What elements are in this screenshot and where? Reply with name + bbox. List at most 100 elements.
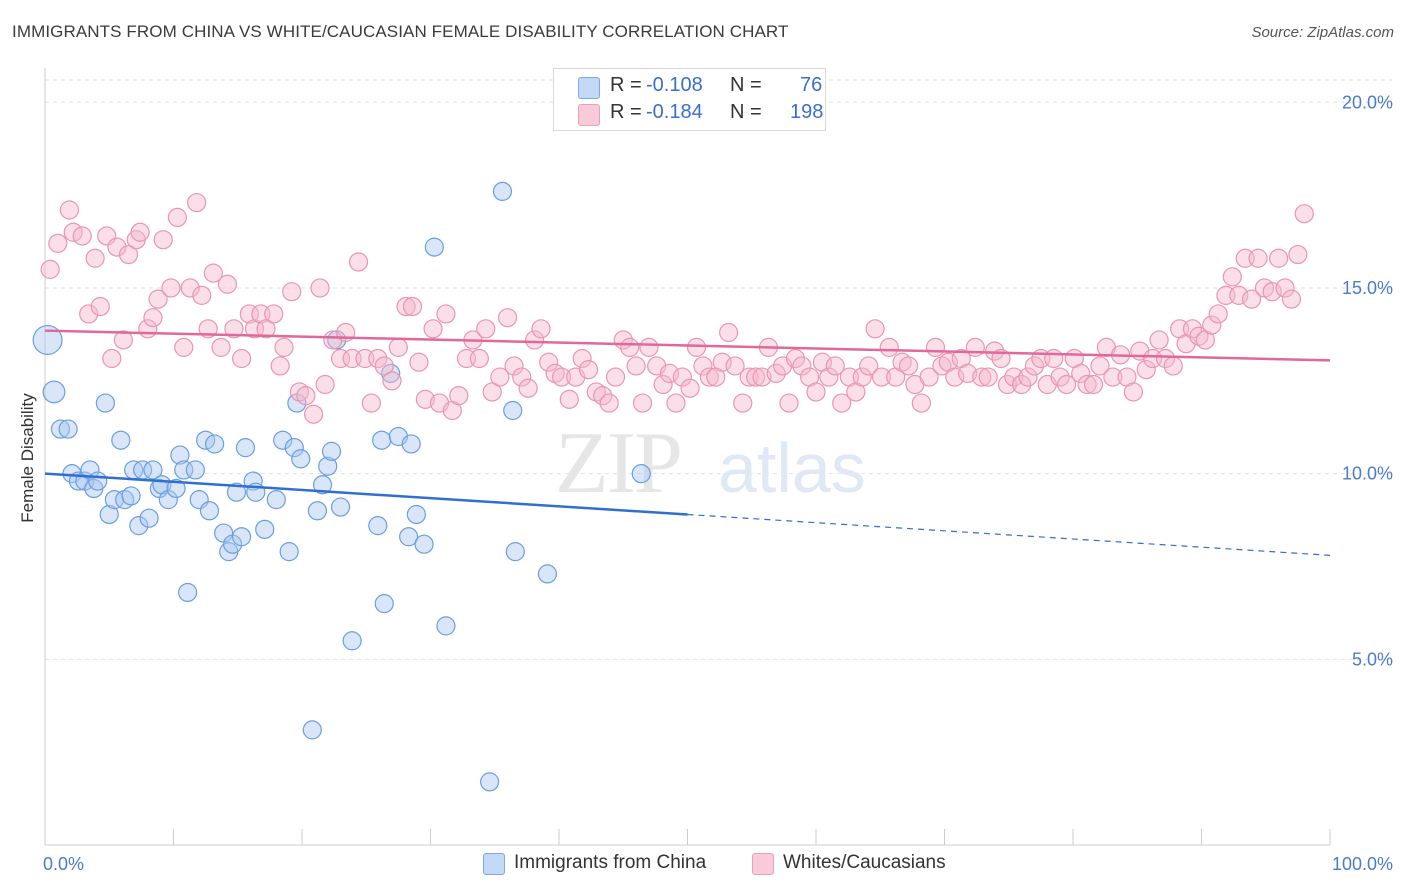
data-point [368, 516, 388, 536]
data-point [203, 263, 223, 283]
legend-n-label: N = [730, 101, 762, 123]
data-point [752, 367, 772, 387]
data-point [174, 460, 194, 480]
series-whites-caucasians [40, 192, 1314, 424]
data-point [270, 356, 290, 376]
data-point [503, 400, 523, 421]
data-point [361, 393, 381, 413]
data-point [111, 430, 131, 450]
data-point [785, 348, 806, 369]
data-point [1248, 248, 1268, 268]
data-point [832, 393, 852, 413]
data-point [88, 471, 108, 491]
data-point [72, 226, 92, 246]
data-point [449, 386, 469, 406]
legend-r-value: -0.184 [646, 101, 703, 123]
data-point [113, 330, 133, 350]
data-point [388, 337, 408, 357]
data-point [143, 308, 163, 328]
data-point [50, 419, 71, 439]
data-point [401, 434, 421, 454]
data-point [266, 490, 286, 510]
data-point [653, 374, 673, 395]
data-point [274, 337, 294, 357]
data-point [531, 319, 551, 339]
legend-swatch-china [578, 77, 600, 99]
data-point [504, 356, 524, 376]
data-point [232, 527, 252, 547]
data-point [235, 438, 256, 458]
data-point [174, 337, 194, 357]
legend-n-value: 76 [800, 74, 823, 96]
data-point [1242, 289, 1262, 309]
y-tick-label: 10.0% [1342, 464, 1393, 484]
data-point [312, 475, 333, 495]
data-point [121, 486, 141, 506]
data-point [911, 393, 931, 413]
watermark: ZIP atlas [555, 415, 866, 512]
data-point [719, 322, 739, 343]
data-point [476, 319, 496, 339]
data-point [1044, 348, 1064, 369]
data-point [296, 386, 316, 406]
data-point [1163, 356, 1183, 376]
data-point [620, 337, 640, 357]
data-point [1077, 374, 1097, 395]
data-point [291, 449, 311, 469]
data-point [1004, 367, 1024, 387]
data-point [58, 419, 78, 439]
data-point [1024, 356, 1045, 376]
data-point [1202, 315, 1222, 335]
data-point [572, 348, 592, 369]
data-point [1090, 356, 1110, 376]
data-point [99, 504, 119, 525]
data-point [1136, 360, 1156, 380]
data-point [185, 460, 205, 480]
data-point [626, 356, 646, 376]
data-point [118, 244, 139, 265]
data-point [348, 252, 369, 272]
data-point [42, 380, 66, 404]
data-point [490, 367, 510, 387]
data-point [1208, 304, 1228, 324]
data-point [469, 348, 489, 369]
data-point [819, 367, 839, 387]
data-point [605, 367, 626, 387]
data-point [693, 356, 713, 376]
data-point [143, 460, 163, 480]
data-point [482, 382, 502, 402]
trend-line [44, 329, 1331, 362]
x-tick-label-max: 100.0% [1332, 854, 1393, 874]
data-point [342, 631, 362, 651]
data-point [318, 456, 338, 476]
data-point [965, 337, 985, 357]
data-point [1288, 244, 1308, 265]
data-point [255, 519, 275, 539]
data-point [498, 308, 518, 328]
data-point [166, 478, 186, 499]
data-point [746, 367, 766, 387]
data-point [852, 367, 872, 387]
data-point [539, 352, 559, 372]
data-point [436, 616, 456, 636]
x-ticks [44, 829, 1331, 845]
data-point [978, 367, 998, 387]
data-point [303, 404, 324, 424]
data-point [224, 319, 244, 339]
watermark-atlas: atlas [718, 429, 866, 507]
legend-n-value: 198 [790, 101, 824, 123]
data-point [505, 542, 525, 562]
legend-r-label: R = [610, 74, 642, 96]
series-immigrants-from-china [32, 181, 651, 792]
data-point [1182, 319, 1203, 339]
data-point [436, 304, 456, 324]
data-point [779, 393, 799, 413]
data-point [1262, 282, 1282, 302]
data-point [205, 434, 225, 454]
data-point [480, 772, 500, 792]
data-point [48, 233, 68, 253]
data-point [733, 393, 753, 413]
data-point [302, 720, 322, 740]
data-point [409, 352, 429, 372]
data-point [180, 278, 200, 298]
